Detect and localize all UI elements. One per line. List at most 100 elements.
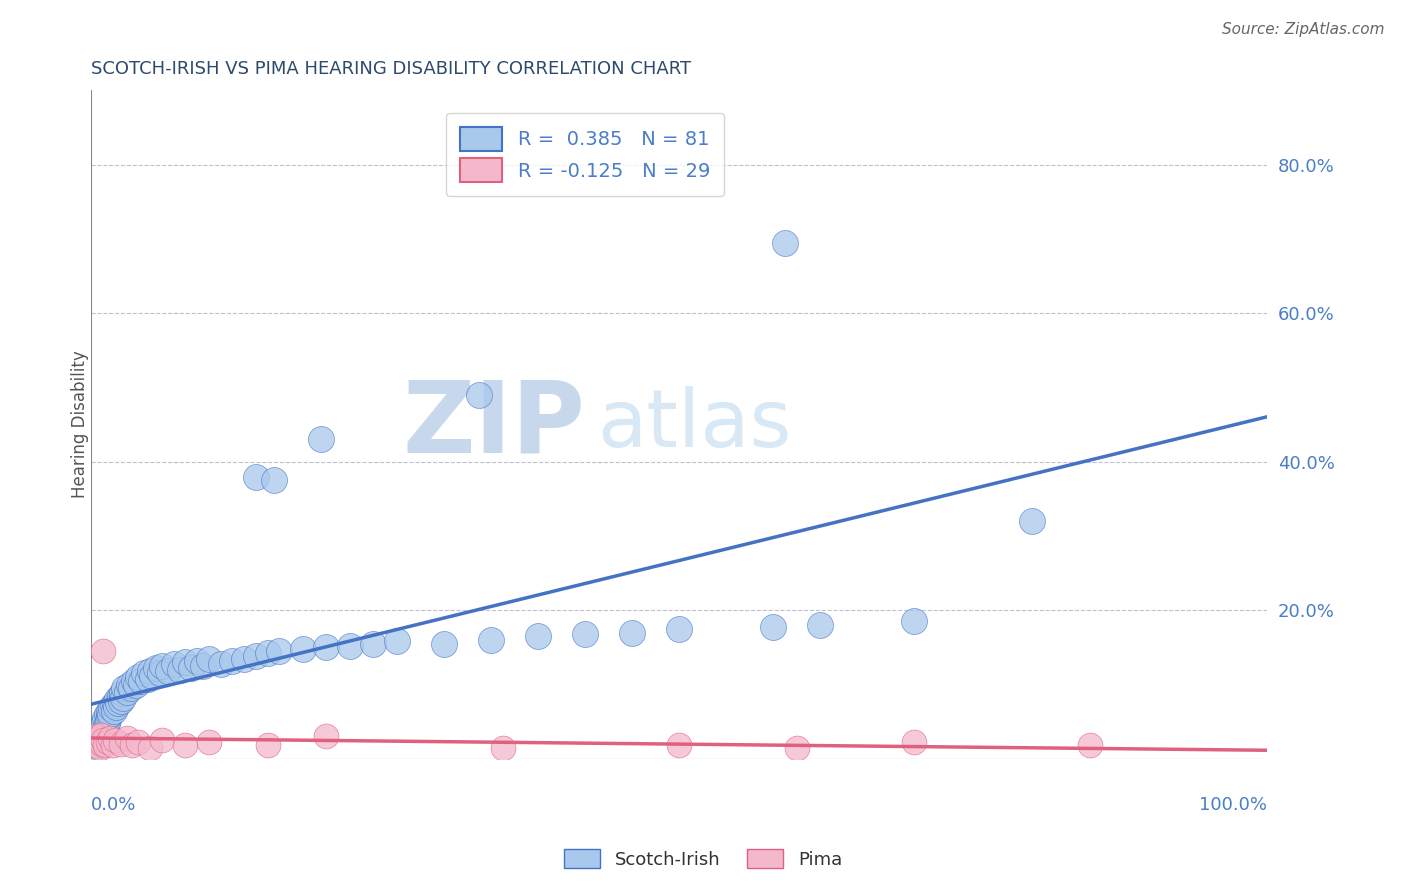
Point [115,685,138,699]
Point [762,619,785,633]
Point [903,615,925,629]
Point [808,618,831,632]
Point [98,708,121,723]
Point [1021,514,1043,528]
Point [233,651,256,665]
Point [574,627,596,641]
Point [180,661,202,675]
Point [83,733,105,747]
Point [97,735,120,749]
Point [94,711,117,725]
Point [120,681,142,696]
Point [363,637,385,651]
Point [315,640,337,655]
Point [198,735,221,749]
Point [94,721,117,735]
Point [83,737,105,751]
Point [107,696,129,710]
Point [339,639,361,653]
Point [104,733,127,747]
Point [108,689,131,703]
Point [98,707,121,722]
Point [83,740,105,755]
Point [110,694,132,708]
Point [111,686,134,700]
Point [90,731,112,745]
Point [256,739,278,753]
Point [209,657,232,671]
Point [90,728,112,742]
Point [96,716,118,731]
Point [90,726,112,740]
Point [786,740,808,755]
Point [385,634,408,648]
Text: 100.0%: 100.0% [1199,796,1267,814]
Point [86,730,108,744]
Point [433,637,456,651]
Text: Source: ZipAtlas.com: Source: ZipAtlas.com [1222,22,1385,37]
Text: atlas: atlas [596,385,792,464]
Point [134,666,156,681]
Point [127,735,149,749]
Point [87,731,110,745]
Point [93,714,115,729]
Point [89,733,111,747]
Point [245,649,267,664]
Point [86,735,108,749]
Point [84,733,107,747]
Point [668,622,690,636]
Point [122,673,145,688]
Point [186,654,208,668]
Point [84,739,107,753]
Point [291,641,314,656]
Point [162,657,184,671]
Point [91,733,114,747]
Point [96,707,118,722]
Text: 0.0%: 0.0% [91,796,136,814]
Point [93,723,115,738]
Point [86,735,108,749]
Point [101,698,124,713]
Point [315,730,337,744]
Point [148,666,170,681]
Point [527,629,550,643]
Point [136,672,159,686]
Point [773,235,796,250]
Point [91,718,114,732]
Point [903,735,925,749]
Point [479,632,502,647]
Point [150,659,173,673]
Point [112,681,135,696]
Point [110,737,132,751]
Legend: R =  0.385   N = 81, R = -0.125   N = 29: R = 0.385 N = 81, R = -0.125 N = 29 [446,113,724,196]
Point [101,739,124,753]
Point [105,699,128,714]
Point [1080,739,1102,753]
Legend: Scotch-Irish, Pima: Scotch-Irish, Pima [557,842,849,876]
Point [256,646,278,660]
Point [492,740,515,755]
Y-axis label: Hearing Disability: Hearing Disability [72,351,89,499]
Point [100,701,122,715]
Point [198,651,221,665]
Point [91,644,114,658]
Point [127,670,149,684]
Point [94,739,117,753]
Point [263,473,285,487]
Point [174,739,197,753]
Point [150,733,173,747]
Point [87,731,110,745]
Point [83,739,105,753]
Point [139,664,162,678]
Point [156,664,179,678]
Point [145,661,167,675]
Point [129,673,152,688]
Point [118,677,141,691]
Point [104,696,127,710]
Point [191,659,214,673]
Point [89,740,111,755]
Point [103,704,125,718]
Point [245,469,267,483]
Point [90,721,112,735]
Point [84,730,107,744]
